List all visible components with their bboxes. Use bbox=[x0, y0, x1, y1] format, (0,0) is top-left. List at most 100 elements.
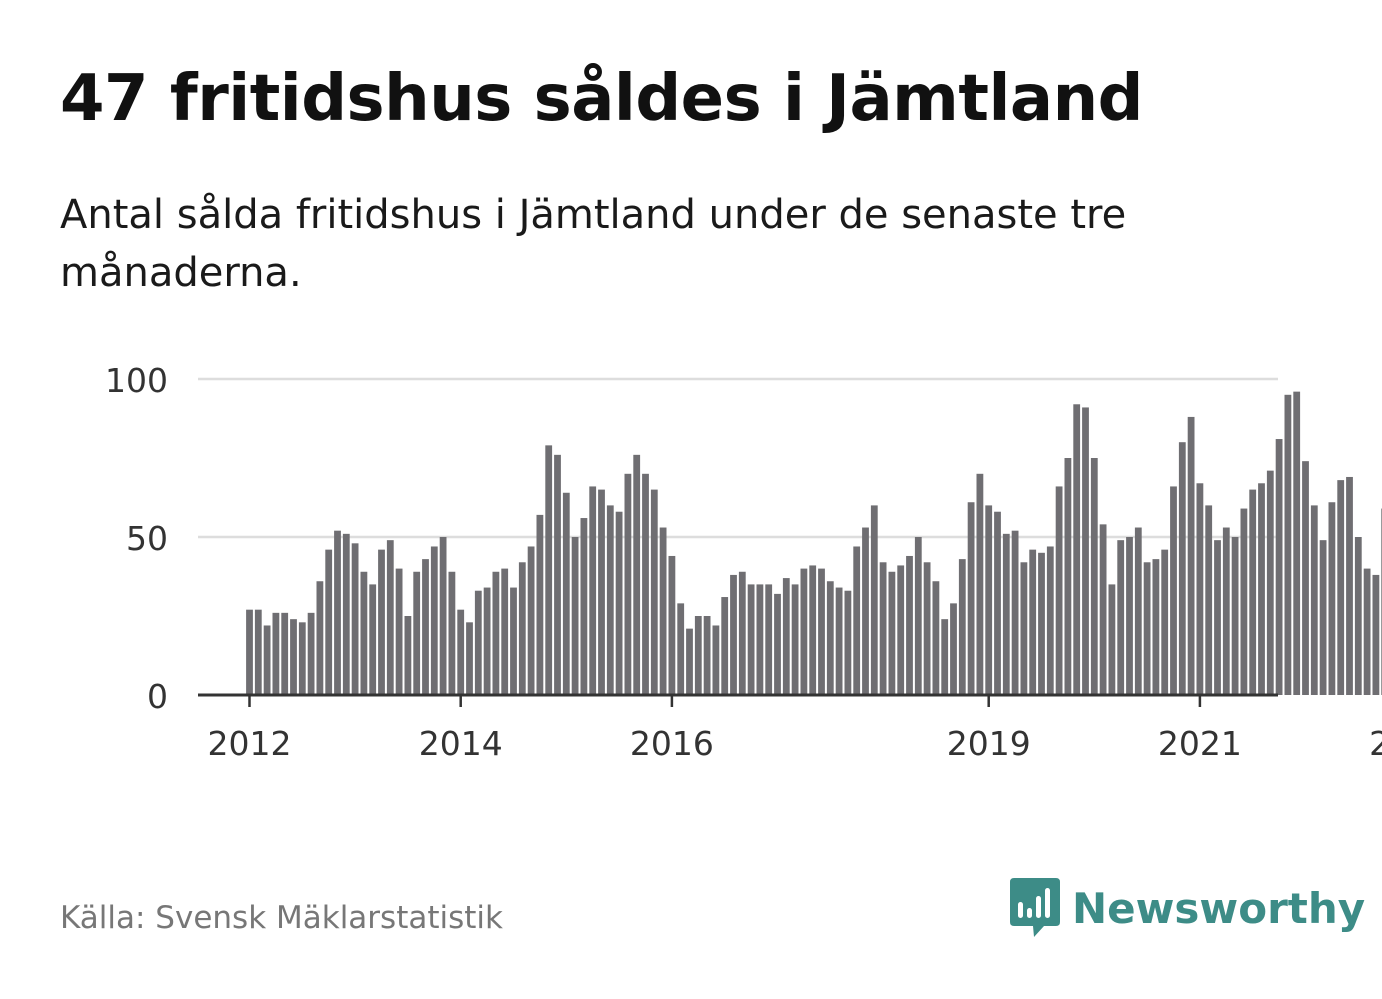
x-tick-label: 2019 bbox=[947, 724, 1031, 763]
bar bbox=[439, 537, 447, 695]
bar bbox=[1134, 527, 1142, 695]
bar bbox=[246, 609, 253, 695]
bar bbox=[1196, 483, 1204, 695]
bar bbox=[545, 445, 553, 695]
bar bbox=[835, 587, 843, 695]
bar bbox=[844, 590, 852, 695]
bar bbox=[1073, 404, 1081, 695]
bar bbox=[897, 565, 905, 695]
bar bbox=[1187, 416, 1195, 695]
bar bbox=[518, 562, 526, 695]
bar bbox=[263, 625, 271, 695]
bar bbox=[1337, 480, 1345, 695]
brand-logo: Newsworthy bbox=[1010, 878, 1365, 938]
bar bbox=[1038, 552, 1045, 695]
bar bbox=[1328, 502, 1336, 695]
bar bbox=[1099, 524, 1107, 695]
bar bbox=[1117, 540, 1125, 695]
bar bbox=[1090, 458, 1098, 695]
bar bbox=[703, 616, 711, 695]
bar bbox=[870, 505, 878, 695]
bar bbox=[589, 486, 597, 695]
chart-title: 47 fritidshus såldes i Jämtland bbox=[60, 62, 1143, 136]
bar bbox=[1240, 508, 1248, 695]
bar bbox=[721, 597, 729, 695]
newsworthy-logo-icon bbox=[1010, 878, 1060, 937]
bar bbox=[853, 546, 861, 695]
bar bbox=[1170, 486, 1177, 695]
bar bbox=[474, 590, 482, 695]
bar bbox=[378, 549, 385, 695]
bar bbox=[694, 616, 702, 695]
bar bbox=[1205, 505, 1213, 695]
bar bbox=[580, 518, 588, 695]
x-tick-label: 2016 bbox=[630, 724, 714, 763]
bar bbox=[1152, 559, 1160, 695]
bar bbox=[1082, 407, 1089, 695]
bar bbox=[1055, 486, 1063, 695]
bar bbox=[1222, 527, 1230, 695]
bar bbox=[668, 555, 676, 695]
bar bbox=[1126, 537, 1133, 695]
bar bbox=[1302, 461, 1309, 695]
bar bbox=[360, 571, 368, 695]
bar bbox=[342, 533, 350, 695]
bar bbox=[1319, 540, 1327, 695]
bar bbox=[598, 489, 605, 695]
bar bbox=[677, 603, 685, 695]
bar bbox=[554, 454, 561, 695]
bar bbox=[1354, 537, 1362, 695]
bar bbox=[800, 568, 808, 695]
bar bbox=[422, 559, 429, 695]
bar bbox=[712, 625, 720, 695]
bar bbox=[774, 593, 781, 695]
bar bbox=[527, 546, 535, 695]
bar bbox=[298, 622, 306, 695]
bar bbox=[1310, 505, 1318, 695]
bar bbox=[862, 527, 869, 695]
bar bbox=[914, 537, 922, 695]
bar bbox=[1293, 391, 1301, 695]
bar bbox=[642, 473, 649, 695]
bar bbox=[492, 571, 500, 695]
bar bbox=[1249, 489, 1257, 695]
bar bbox=[1266, 470, 1274, 695]
bar bbox=[888, 571, 896, 695]
bar bbox=[615, 511, 623, 695]
y-tick-label: 50 bbox=[126, 519, 168, 558]
bar bbox=[950, 603, 957, 695]
bar bbox=[633, 454, 641, 695]
bar bbox=[738, 571, 746, 695]
bar bbox=[325, 549, 333, 695]
bar bbox=[765, 584, 773, 695]
bar bbox=[501, 568, 509, 695]
bar bbox=[818, 568, 825, 695]
bar bbox=[994, 511, 1001, 695]
bar bbox=[747, 584, 755, 695]
bar bbox=[316, 581, 324, 695]
bar bbox=[1029, 549, 1037, 695]
bar bbox=[1020, 562, 1028, 695]
x-tick-label: 2012 bbox=[208, 724, 292, 763]
bar bbox=[1363, 568, 1371, 695]
bar bbox=[351, 543, 359, 695]
bar bbox=[1178, 442, 1186, 695]
bar bbox=[1284, 394, 1292, 695]
bar-chart: 05010020122014201620192021202347 bbox=[105, 361, 1382, 763]
bar bbox=[1108, 584, 1116, 695]
bar bbox=[334, 530, 341, 695]
bar bbox=[395, 568, 403, 695]
bar bbox=[941, 619, 949, 695]
bar bbox=[976, 473, 984, 695]
bar bbox=[782, 578, 790, 695]
bar bbox=[906, 555, 913, 695]
bar bbox=[562, 492, 570, 695]
bar bbox=[1011, 530, 1019, 695]
bar bbox=[791, 584, 799, 695]
chart-subtitle: Antal sålda fritidshus i Jämtland under … bbox=[60, 192, 1127, 296]
bar bbox=[1143, 562, 1151, 695]
bar bbox=[510, 587, 517, 695]
bar bbox=[571, 537, 579, 695]
bar bbox=[624, 473, 632, 695]
y-tick-label: 0 bbox=[147, 677, 168, 716]
